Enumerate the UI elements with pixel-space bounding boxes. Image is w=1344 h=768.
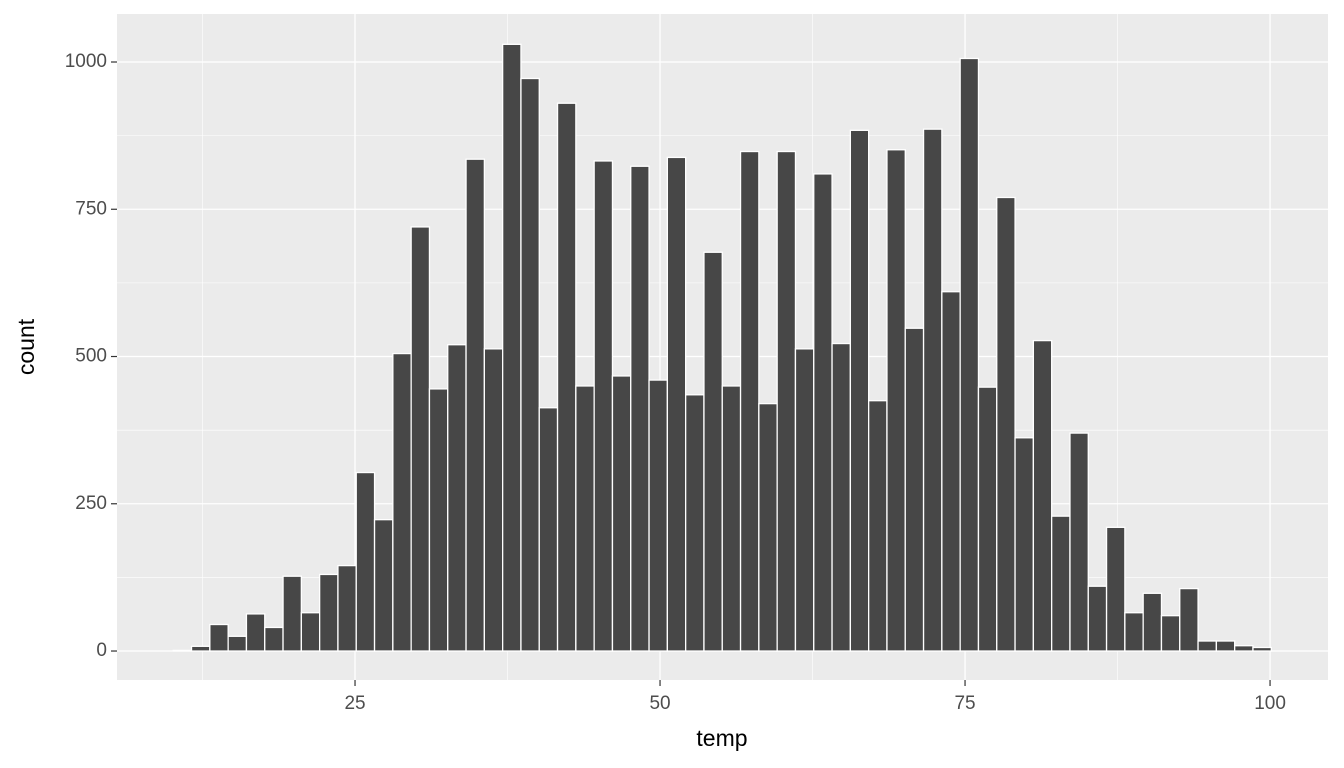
bar xyxy=(886,149,906,652)
bar xyxy=(190,645,211,652)
bar xyxy=(392,352,412,652)
bar xyxy=(593,160,614,652)
bar xyxy=(1124,612,1144,652)
bar xyxy=(1252,646,1272,652)
bar xyxy=(630,165,650,652)
bar xyxy=(1032,339,1053,652)
bar xyxy=(1197,640,1218,652)
x-tick-label: 50 xyxy=(649,693,670,714)
bar xyxy=(556,102,577,652)
bar xyxy=(739,150,760,652)
bar xyxy=(813,173,833,652)
y-tick-label: 1000 xyxy=(65,51,107,72)
x-tick-label: 75 xyxy=(954,693,975,714)
y-axis-title: count xyxy=(13,318,39,375)
bar xyxy=(483,348,504,652)
bar xyxy=(648,379,669,652)
bar xyxy=(1051,515,1071,652)
bar xyxy=(245,613,266,652)
bar xyxy=(849,129,870,652)
bar xyxy=(959,57,980,652)
bar xyxy=(410,226,431,652)
bar xyxy=(794,348,815,652)
bar xyxy=(373,519,394,652)
y-tick-label: 500 xyxy=(75,346,107,367)
bar xyxy=(868,400,888,652)
bar xyxy=(264,626,284,652)
bar xyxy=(758,402,778,652)
bar xyxy=(502,43,522,652)
x-tick-label: 100 xyxy=(1254,693,1286,714)
bar xyxy=(209,623,229,652)
bar xyxy=(721,385,742,652)
bar xyxy=(355,471,376,652)
bar xyxy=(227,635,248,652)
bar xyxy=(465,158,486,652)
bar xyxy=(1142,592,1163,652)
bar xyxy=(904,327,925,652)
bar xyxy=(538,407,559,652)
bar xyxy=(1069,432,1089,652)
bar xyxy=(611,375,632,652)
bar xyxy=(685,394,705,652)
bar xyxy=(1160,615,1181,652)
y-tick-label: 250 xyxy=(75,493,107,514)
bar xyxy=(172,649,193,652)
bar xyxy=(776,150,797,652)
bar xyxy=(703,251,723,652)
bar xyxy=(831,342,852,652)
bar xyxy=(337,564,357,652)
bar xyxy=(922,128,943,652)
bar xyxy=(1014,437,1035,652)
bar xyxy=(996,196,1016,652)
bar xyxy=(1087,585,1108,652)
bar xyxy=(318,573,339,652)
bar xyxy=(977,386,998,652)
bar xyxy=(1215,640,1236,652)
bar xyxy=(520,77,540,652)
x-tick-label: 25 xyxy=(344,693,365,714)
bar xyxy=(428,388,449,652)
bar xyxy=(575,385,595,652)
bar xyxy=(666,156,687,652)
bar xyxy=(447,344,467,652)
x-axis-title: temp xyxy=(696,725,747,751)
bar xyxy=(1179,587,1199,652)
bar xyxy=(1234,645,1254,652)
bar xyxy=(282,575,302,652)
bar xyxy=(300,612,321,652)
y-tick-label: 750 xyxy=(75,198,107,219)
y-tick-label: 0 xyxy=(96,640,107,661)
bar xyxy=(941,291,961,652)
bar xyxy=(1105,526,1126,652)
